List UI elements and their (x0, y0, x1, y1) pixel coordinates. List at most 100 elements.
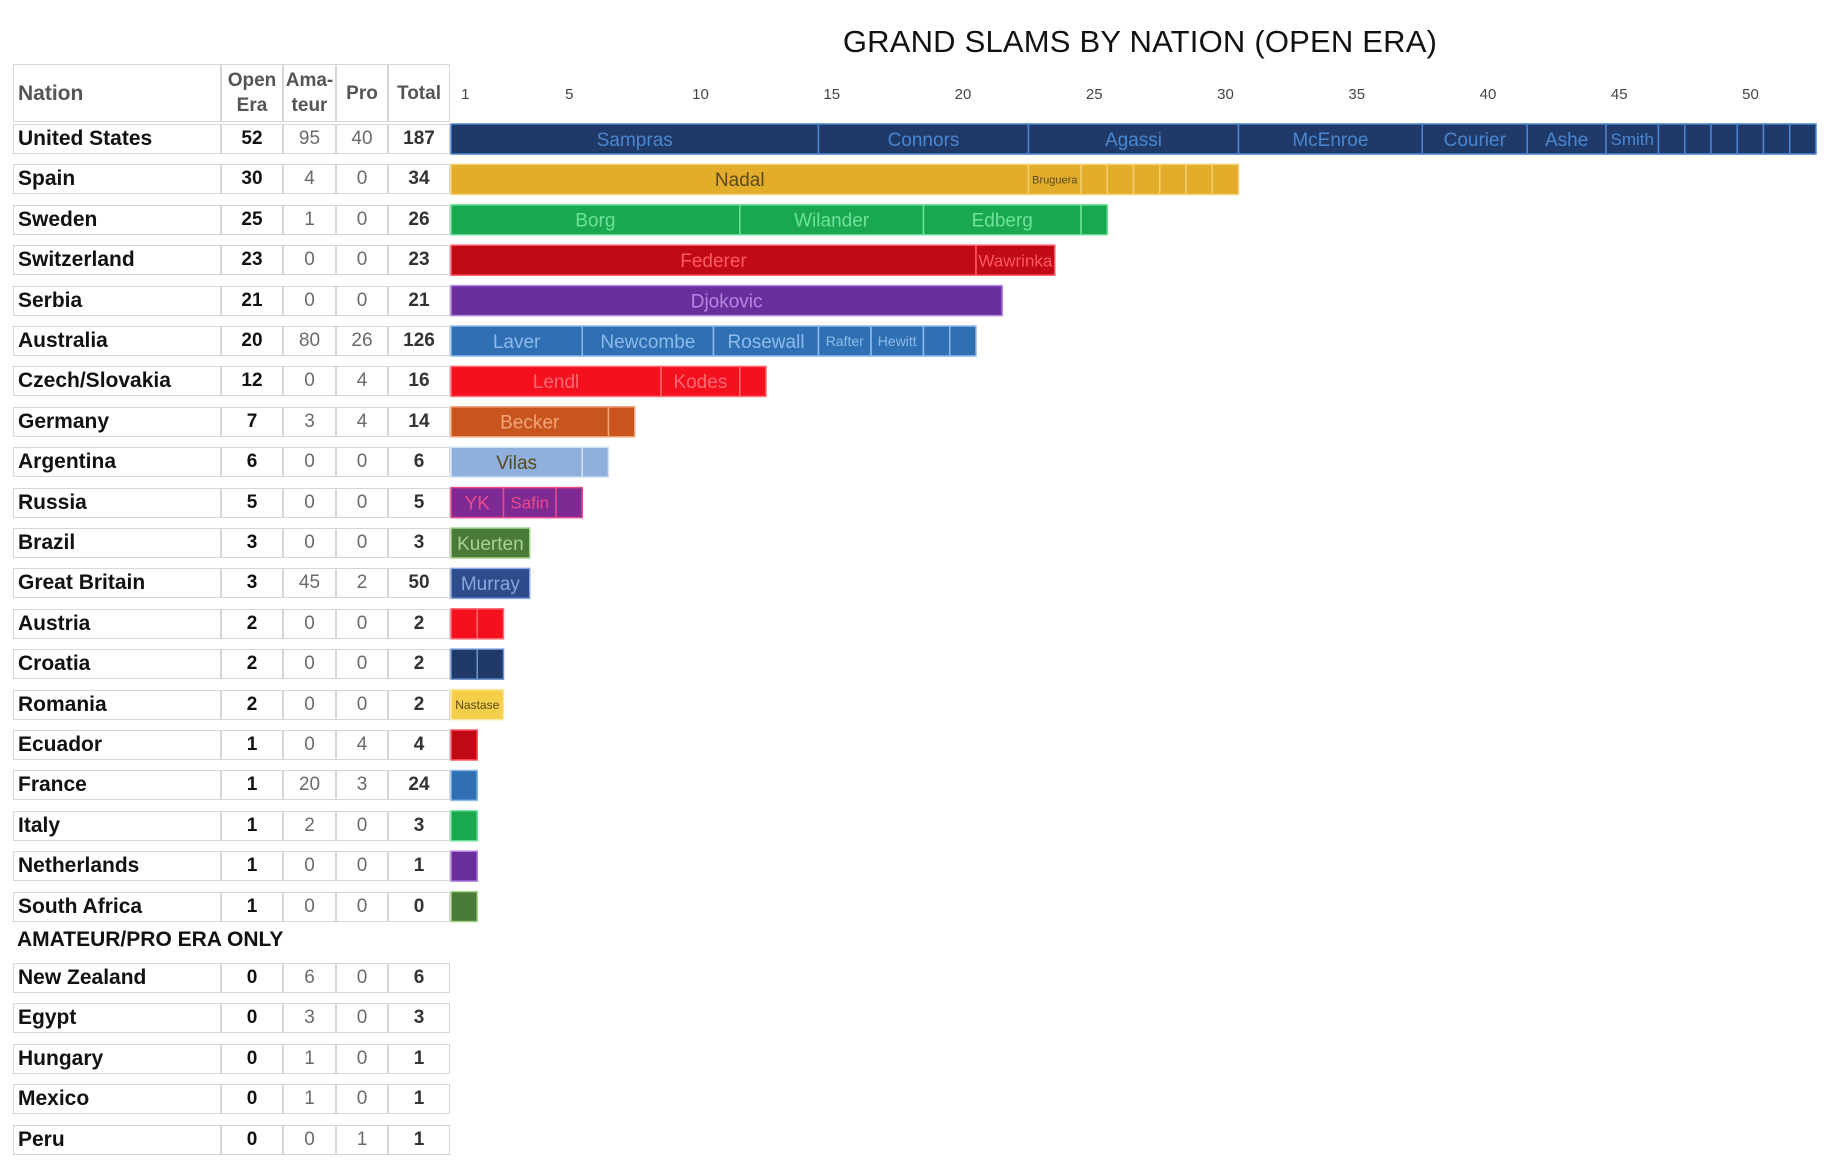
cell-great-britain-pro: 2 (336, 568, 388, 599)
bar-argentina: Vilas (450, 446, 610, 478)
bar-label-becker: Becker (500, 413, 560, 434)
cell-netherlands-total: 1 (388, 851, 450, 882)
bar-label-courier: Courier (1444, 130, 1507, 151)
bar-segment-spain-6 (1159, 163, 1187, 196)
cell-great-britain-open: 3 (221, 568, 283, 599)
bar-label-nadal: Nadal (715, 170, 765, 191)
bar-segment-romania-1 (450, 688, 505, 721)
cell-south-africa-amateur: 0 (283, 891, 336, 922)
cell-croatia-amateur: 0 (283, 649, 336, 680)
cell-spain-pro: 0 (336, 164, 388, 195)
bar-france (450, 769, 478, 802)
bar-label-rafter: Rafter (826, 333, 864, 349)
cell-romania-total: 2 (388, 689, 450, 720)
bar-segment-sweden-2 (739, 204, 925, 236)
cell-united-states-total: 187 (388, 124, 450, 154)
cell-new-zealand-amateur: 6 (283, 963, 336, 993)
cell-great-britain-total: 50 (388, 568, 450, 599)
bar-segment-spain-7 (1185, 163, 1213, 196)
cell-new-zealand-total: 6 (388, 963, 450, 993)
cell-czech-slovakia-amateur: 0 (283, 366, 336, 397)
cell-brazil-total: 3 (388, 528, 450, 558)
bar-segment-united-states-7 (1605, 123, 1660, 155)
x-tick-30: 30 (1217, 86, 1234, 103)
cell-hungary-nation: Hungary (13, 1043, 221, 1074)
bar-segment-spain-1 (450, 163, 1030, 196)
cell-argentina-nation: Argentina (13, 447, 221, 478)
bar-segment-spain-4 (1106, 163, 1135, 196)
cell-hungary-amateur: 1 (283, 1043, 336, 1074)
cell-russia-total: 5 (388, 487, 450, 518)
cell-spain-total: 34 (388, 164, 450, 195)
cell-ecuador-nation: Ecuador (13, 730, 221, 760)
x-tick-40: 40 (1480, 86, 1497, 103)
cell-new-zealand-pro: 0 (336, 963, 388, 993)
cell-spain-open: 30 (221, 164, 283, 195)
cell-united-states-amateur: 95 (283, 124, 336, 154)
bar-segment-czech-slovakia-2 (660, 365, 741, 398)
header-total: Total (388, 64, 450, 122)
bar-label-kuerten: Kuerten (457, 534, 524, 555)
cell-romania-pro: 0 (336, 689, 388, 720)
header-amateur: Ama- teur (283, 64, 336, 122)
cell-russia-open: 5 (221, 487, 283, 518)
bar-germany: Becker (450, 406, 636, 438)
cell-south-africa-open: 1 (221, 891, 283, 922)
cell-romania-amateur: 0 (283, 689, 336, 720)
x-tick-15: 15 (823, 86, 840, 103)
cell-sweden-amateur: 1 (283, 204, 336, 235)
x-tick-10: 10 (692, 86, 709, 103)
cell-germany-nation: Germany (13, 406, 221, 437)
cell-netherlands-amateur: 0 (283, 851, 336, 882)
cell-france-pro: 3 (336, 770, 388, 801)
bar-label-lendl: Lendl (533, 372, 580, 393)
bar-segment-germany-2 (607, 406, 636, 438)
cell-peru-pro: 1 (336, 1124, 388, 1155)
cell-ecuador-total: 4 (388, 730, 450, 760)
cell-austria-nation: Austria (13, 608, 221, 639)
cell-hungary-pro: 0 (336, 1043, 388, 1074)
x-tick-1: 1 (461, 86, 469, 103)
bar-segment-australia-2 (581, 325, 715, 357)
cell-argentina-amateur: 0 (283, 447, 336, 478)
cell-austria-open: 2 (221, 608, 283, 639)
bar-segment-spain-3 (1080, 163, 1108, 196)
cell-brazil-pro: 0 (336, 528, 388, 558)
bar-segment-united-states-13 (1789, 123, 1817, 155)
bar-label-murray: Murray (461, 574, 521, 595)
cell-serbia-open: 21 (221, 285, 283, 316)
cell-spain-amateur: 4 (283, 164, 336, 195)
cell-egypt-total: 3 (388, 1003, 450, 1034)
bar-segment-united-states-2 (817, 123, 1030, 155)
bar-label-sampras: Sampras (597, 130, 673, 151)
cell-austria-amateur: 0 (283, 608, 336, 639)
cell-peru-nation: Peru (13, 1124, 221, 1155)
cell-netherlands-open: 1 (221, 851, 283, 882)
bar-label-kodes: Kodes (673, 372, 727, 393)
cell-great-britain-amateur: 45 (283, 568, 336, 599)
cell-germany-amateur: 3 (283, 406, 336, 437)
bar-south-africa (450, 890, 478, 923)
cell-egypt-open: 0 (221, 1003, 283, 1034)
cell-south-africa-nation: South Africa (13, 891, 221, 922)
cell-czech-slovakia-pro: 4 (336, 366, 388, 397)
bar-label-bruguera: Bruguera (1032, 174, 1078, 186)
bar-great-britain: Murray (450, 567, 531, 600)
bar-segment-argentina-1 (450, 446, 583, 478)
bar-segment-spain-8 (1211, 163, 1240, 196)
bar-segment-austria-2 (476, 608, 505, 640)
bar-label-ashe: Ashe (1545, 130, 1588, 151)
cell-argentina-open: 6 (221, 447, 283, 478)
cell-germany-total: 14 (388, 406, 450, 437)
bar-segment-united-states-3 (1027, 123, 1240, 155)
bar-netherlands (450, 850, 478, 882)
bar-label-hewitt: Hewitt (878, 333, 917, 349)
cell-switzerland-total: 23 (388, 245, 450, 276)
cell-peru-total: 1 (388, 1124, 450, 1155)
cell-south-africa-total: 0 (388, 891, 450, 922)
bar-label-wawrinka: Wawrinka (978, 251, 1053, 270)
bar-segment-croatia-1 (450, 648, 478, 680)
cell-egypt-pro: 0 (336, 1003, 388, 1034)
bar-segment-france-1 (450, 769, 478, 802)
cell-serbia-nation: Serbia (13, 285, 221, 316)
